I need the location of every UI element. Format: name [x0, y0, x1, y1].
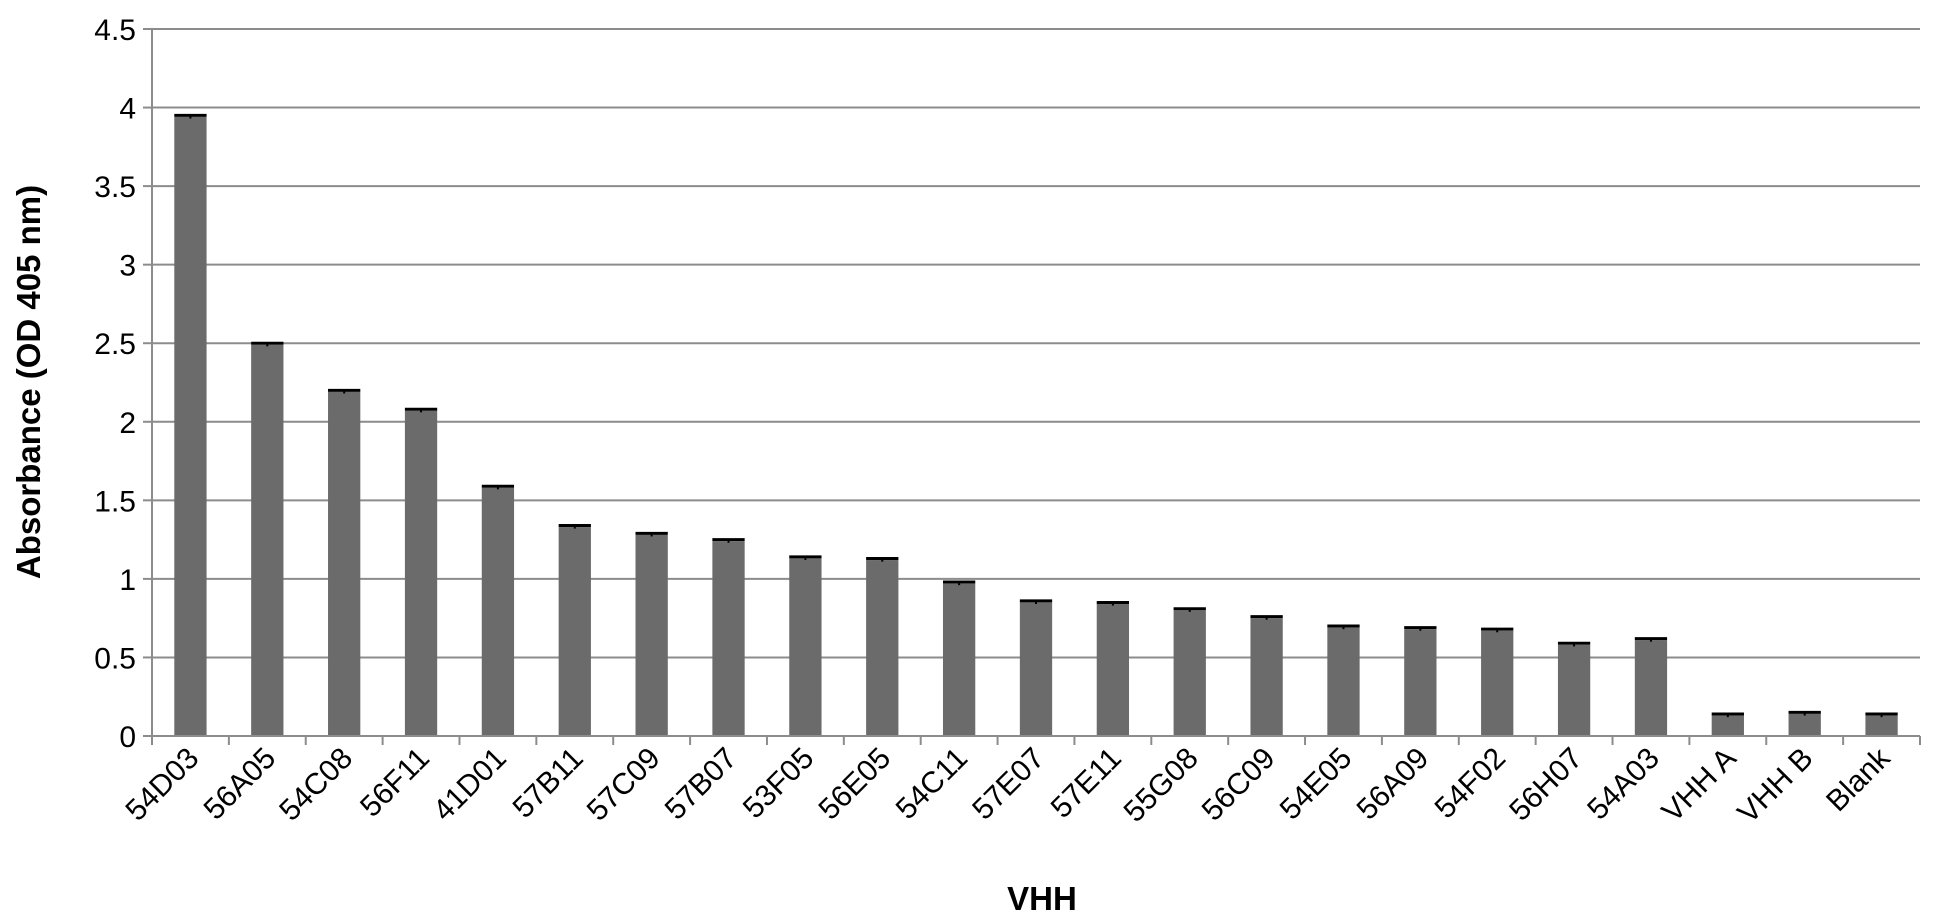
y-tick-label: 0 [119, 721, 136, 754]
bar [942, 583, 976, 736]
y-tick-label: 3.5 [94, 171, 136, 204]
bar [481, 487, 515, 736]
x-tick-label: VHH B [1731, 742, 1819, 830]
x-tick-labels: 54D0356A0554C0856F1141D0157B1157C0957B07… [120, 741, 1898, 830]
bar [712, 541, 745, 736]
x-tick-label: 56F11 [354, 742, 436, 824]
x-tick-label: Blank [1820, 741, 1897, 818]
x-tick-label: 57E07 [966, 742, 1051, 827]
x-tick-label: 56E05 [813, 742, 898, 827]
y-tick-label: 2.5 [94, 328, 136, 361]
y-tick-label: 3 [119, 250, 136, 283]
bar [635, 534, 668, 736]
x-tick-label: 54C08 [273, 742, 359, 828]
bar [1481, 630, 1514, 736]
bar [1711, 715, 1744, 736]
x-tick-label: VHH A [1656, 742, 1743, 829]
x-tick-label: 54D03 [120, 742, 206, 828]
x-tick-label: 54C11 [890, 742, 974, 826]
bar [328, 391, 361, 736]
x-tick-label: 56A09 [1351, 742, 1436, 827]
x-tick-label: 53F05 [737, 742, 820, 825]
bar [251, 344, 284, 736]
axes [143, 28, 1921, 745]
bar [1096, 604, 1130, 736]
x-tick-label: 57B07 [659, 742, 744, 827]
bar [404, 410, 438, 736]
bar [174, 116, 207, 736]
x-axis-title: VHH [1007, 880, 1077, 917]
y-tick-label: 4 [119, 93, 136, 126]
bar [1019, 602, 1053, 736]
y-tick-label: 4.5 [94, 14, 136, 47]
x-tick-label: 41D01 [427, 742, 513, 828]
bar [866, 560, 899, 736]
bar [1173, 610, 1206, 736]
x-tick-label: 54E05 [1274, 742, 1359, 827]
x-tick-label: 56A05 [198, 742, 283, 827]
bar [1634, 640, 1668, 736]
bar [1404, 629, 1437, 736]
x-tick-label: 57C09 [581, 742, 667, 828]
x-tick-label: 57B11 [507, 742, 590, 825]
bar [789, 558, 822, 736]
bars [174, 113, 1898, 736]
y-tick-label: 2 [119, 407, 136, 440]
x-tick-label: 55G08 [1118, 742, 1205, 829]
x-tick-label: 56H07 [1503, 742, 1589, 828]
bar [1788, 714, 1821, 736]
x-tick-label: 54F02 [1429, 742, 1512, 825]
y-tick-label: 0.5 [94, 642, 136, 675]
y-tick-labels: 0 0.5 1 1.5 2 2.5 3 3.5 4 4.5 [94, 14, 136, 754]
gridlines [152, 28, 1920, 659]
y-tick-label: 1 [119, 564, 136, 597]
y-axis-title: Absorbance (OD 405 nm) [10, 185, 47, 579]
bar [1865, 715, 1898, 736]
bar [558, 527, 591, 736]
y-tick-label: 1.5 [94, 485, 136, 518]
x-tick-label: 56C09 [1196, 742, 1282, 828]
bar [1250, 618, 1283, 736]
bar [1327, 627, 1360, 736]
bar [1557, 644, 1591, 736]
x-tick-label: 57E11 [1045, 742, 1128, 825]
x-tick-label: 54A03 [1581, 742, 1666, 827]
